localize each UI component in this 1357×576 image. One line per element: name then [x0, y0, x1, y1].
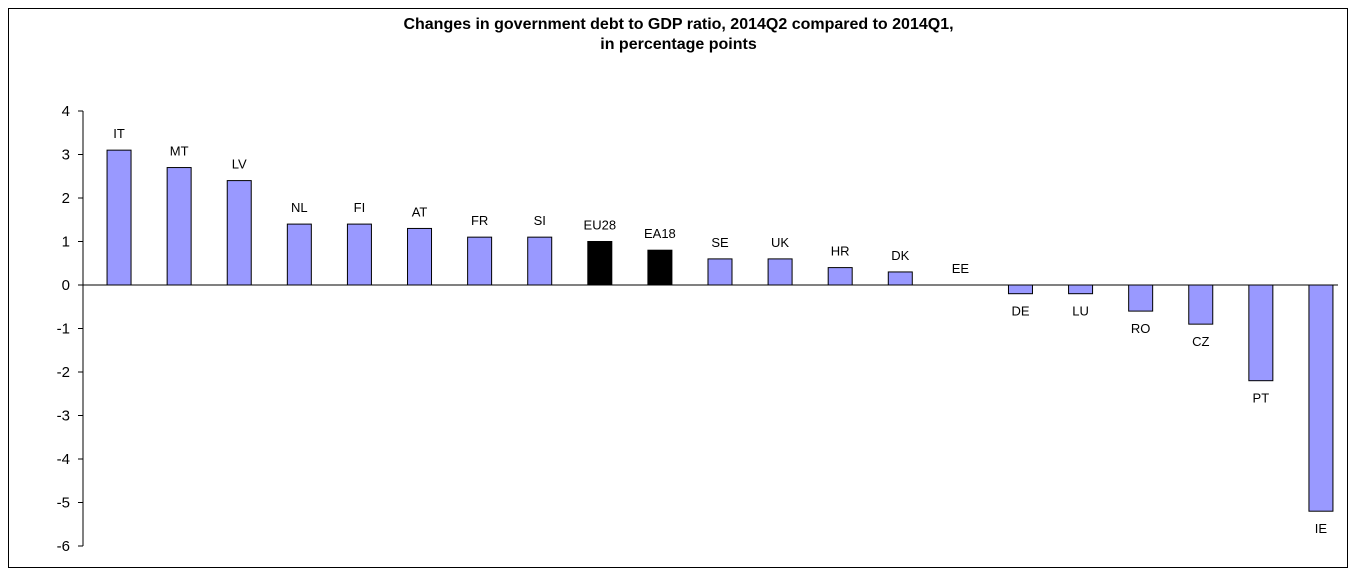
bar-ea18	[647, 249, 673, 286]
bar-pt	[1248, 284, 1274, 382]
bar-it	[106, 149, 132, 286]
bar-hr	[827, 267, 853, 286]
bar-si	[527, 236, 553, 286]
y-tick-label: -1	[57, 321, 70, 338]
bars	[106, 149, 1334, 512]
y-tick-label: -4	[57, 451, 70, 468]
chart-title-line-1: Changes in government debt to GDP ratio,…	[403, 16, 954, 33]
category-label-de: DE	[1011, 304, 1029, 319]
bar-de	[1007, 284, 1033, 295]
category-label-cz: CZ	[1192, 334, 1209, 349]
category-label-fi: FI	[354, 200, 366, 215]
y-tick-label: 2	[62, 190, 70, 207]
bar-at	[407, 227, 433, 286]
bar-lu	[1068, 284, 1094, 295]
category-label-pt: PT	[1253, 391, 1270, 406]
category-label-uk: UK	[771, 235, 789, 250]
chart-title-line-2: in percentage points	[600, 36, 757, 53]
category-label-hr: HR	[831, 244, 850, 259]
bar-lv	[226, 180, 252, 286]
category-label-dk: DK	[891, 248, 909, 263]
bar-dk	[887, 271, 913, 286]
category-label-si: SI	[534, 213, 546, 228]
bar-ro	[1128, 284, 1154, 312]
y-tick-label: 0	[62, 277, 70, 294]
bar-se	[707, 258, 733, 286]
category-labels: IT MT LV NL FI AT FR SI EU28 EA18 SE UK HR DK EE DE LU RO…	[113, 126, 1327, 536]
category-label-ea18: EA18	[644, 226, 676, 241]
y-tick-label: 4	[62, 103, 70, 120]
y-tick-label: 1	[62, 234, 70, 251]
category-label-it: IT	[113, 126, 125, 141]
category-label-se: SE	[711, 235, 729, 250]
chart-title: Changes in government debt to GDP ratio,…	[0, 15, 1357, 55]
bar-fr	[467, 236, 493, 286]
y-tick-label: -3	[57, 408, 70, 425]
bar-mt	[166, 167, 192, 286]
category-label-mt: MT	[170, 144, 189, 159]
category-label-lu: LU	[1072, 304, 1089, 319]
category-label-ro: RO	[1131, 321, 1151, 336]
category-label-nl: NL	[291, 200, 308, 215]
bar-cz	[1188, 284, 1214, 325]
bar-eu28	[587, 241, 613, 286]
bar-nl	[286, 223, 312, 286]
bar-ie	[1308, 284, 1334, 512]
category-label-ie: IE	[1315, 521, 1328, 536]
category-label-fr: FR	[471, 213, 488, 228]
category-label-ee: EE	[952, 261, 970, 276]
category-label-eu28: EU28	[584, 218, 617, 233]
chart-frame	[8, 8, 1348, 568]
bar-uk	[767, 258, 793, 286]
bar-fi	[346, 223, 372, 286]
y-tick-label: -6	[57, 538, 70, 555]
y-tick-label: -2	[57, 364, 70, 381]
y-tick-label: -5	[57, 495, 70, 512]
y-tick-label: 3	[62, 147, 70, 164]
category-label-lv: LV	[232, 157, 247, 172]
category-label-at: AT	[412, 204, 428, 219]
